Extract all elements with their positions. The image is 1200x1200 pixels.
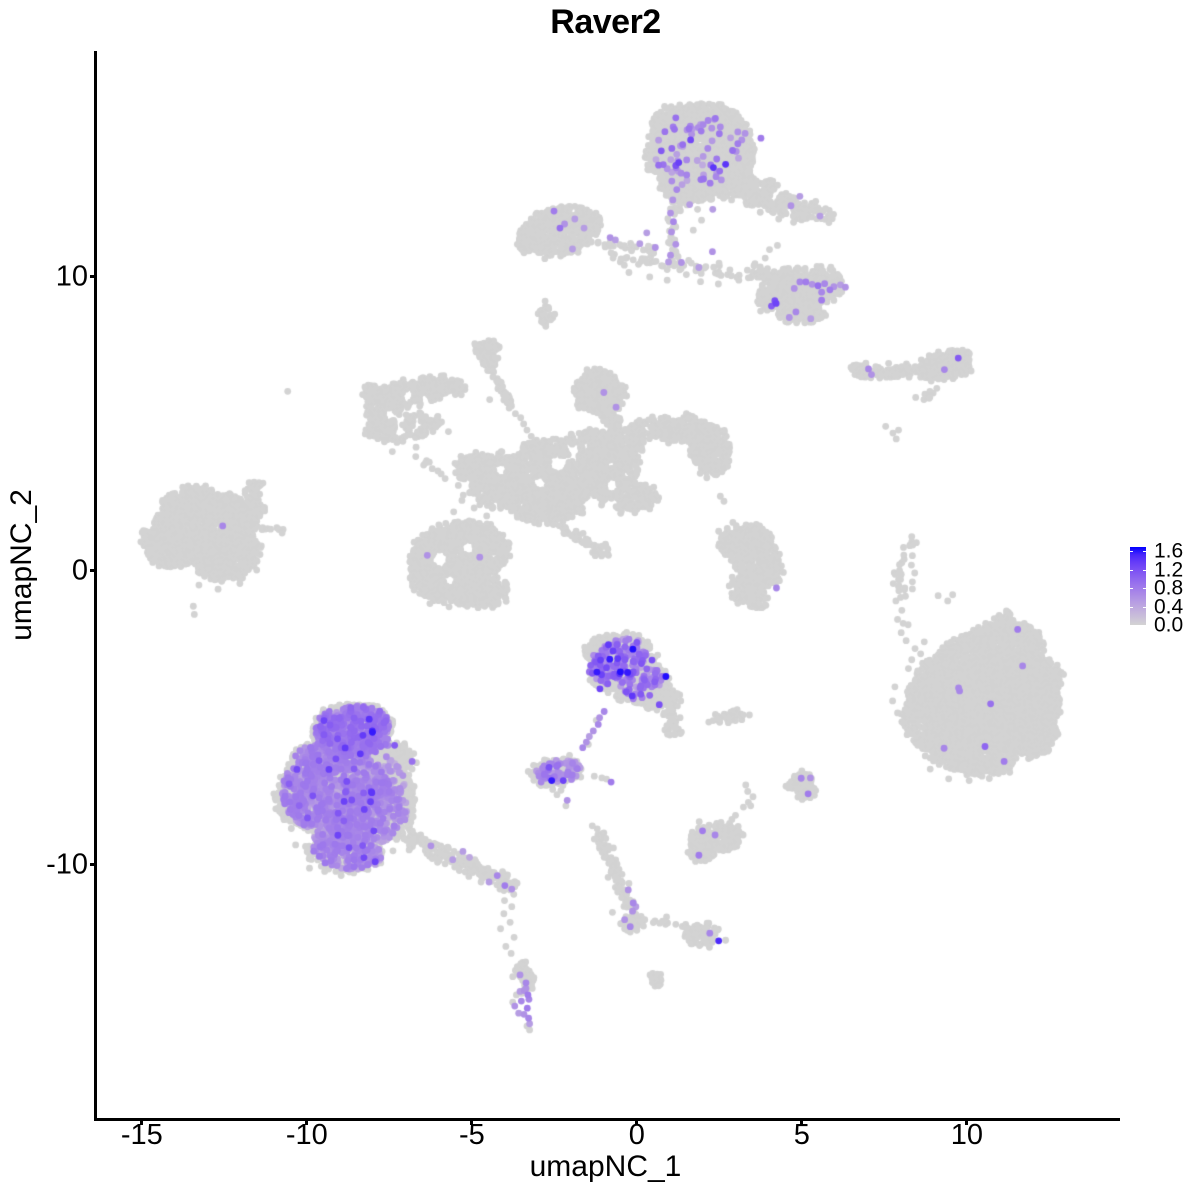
- colorbar-notch: [1130, 606, 1133, 608]
- x-tick-mark: [800, 1120, 804, 1125]
- colorbar-notch: [1130, 569, 1133, 571]
- colorbar-tick-label: 0.0: [1154, 613, 1184, 637]
- x-tick-mark: [140, 1120, 144, 1125]
- colorbar-tick-label: 1.6: [1154, 539, 1184, 563]
- colorbar-notch: [1130, 551, 1133, 553]
- x-tick-mark: [470, 1120, 474, 1125]
- x-tick-mark: [305, 1120, 309, 1125]
- x-tick-label: 0: [628, 1118, 645, 1151]
- colorbar-notch: [1143, 551, 1146, 553]
- y-tick-label: -10: [46, 848, 88, 881]
- colorbar-tick-label: 0.4: [1154, 595, 1184, 619]
- x-tick-label: -5: [458, 1118, 485, 1151]
- chart-title: Raver2: [550, 3, 661, 41]
- colorbar-notch: [1143, 588, 1146, 590]
- x-tick-label: -15: [120, 1118, 163, 1151]
- colorbar-tick-label: 0.8: [1154, 576, 1184, 600]
- x-axis-title: umapNC_1: [529, 1150, 682, 1183]
- y-tick-label: 0: [71, 554, 88, 587]
- colorbar-gradient: [1130, 547, 1146, 625]
- colorbar-tick-label: 1.2: [1154, 558, 1184, 582]
- y-tick-mark: [89, 863, 94, 867]
- x-axis-line: [93, 1117, 1120, 1121]
- y-tick-label: 10: [55, 260, 88, 293]
- y-tick-mark: [89, 275, 94, 279]
- colorbar-notch: [1143, 606, 1146, 608]
- x-tick-mark: [965, 1120, 969, 1125]
- y-axis-title: umapNC_2: [5, 489, 38, 641]
- x-tick-mark: [635, 1120, 639, 1125]
- x-tick-label: 10: [950, 1118, 983, 1151]
- y-axis-line: [93, 51, 97, 1121]
- x-tick-label: 5: [793, 1118, 810, 1151]
- colorbar-notch: [1130, 588, 1133, 590]
- y-tick-mark: [89, 569, 94, 573]
- x-tick-label: -10: [285, 1118, 328, 1151]
- colorbar-notch: [1143, 569, 1146, 571]
